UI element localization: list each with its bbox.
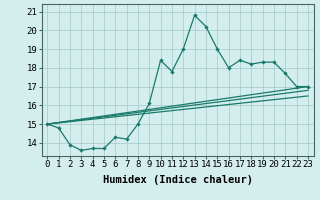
X-axis label: Humidex (Indice chaleur): Humidex (Indice chaleur) bbox=[103, 175, 252, 185]
